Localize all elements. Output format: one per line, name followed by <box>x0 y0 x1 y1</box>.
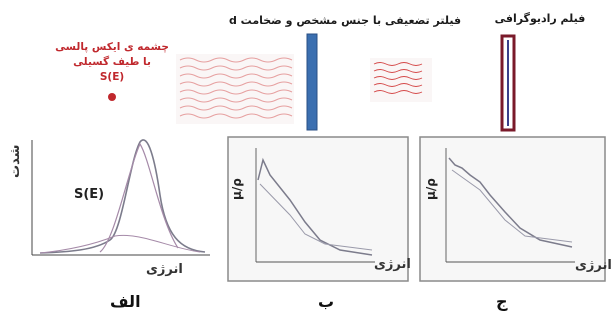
source-label-line-1: چشمه ی ایکس پالسی <box>55 41 169 53</box>
panel-b-curve-2 <box>259 183 373 251</box>
film-emulsion <box>507 40 509 126</box>
panel-a-curve-label: S(E) <box>74 187 105 202</box>
source-label-line-2: با طیف گسیلی <box>73 56 151 68</box>
source-label-line-3: S(E) <box>99 71 125 83</box>
source-label: چشمه ی ایکس پالسی با طیف گسیلی S(E) <box>52 40 172 85</box>
panel-b-curve <box>257 157 373 256</box>
panel-c-ylabel: μ/ρ <box>424 178 438 200</box>
incident-beam <box>179 57 293 119</box>
panel-b-xlabel: انرژی <box>374 257 411 272</box>
panel-b-plot <box>255 148 375 263</box>
panel-b-box <box>227 136 409 282</box>
spectrum-peak-component <box>99 142 179 253</box>
panel-a-xlabel: انرژی <box>146 262 183 277</box>
panel-a-ylabel: شدت <box>8 144 23 178</box>
attenuated-beam <box>373 62 423 94</box>
panel-c-curve-2 <box>451 169 573 243</box>
filter-label: فیلتر تضعیفی با جنس مشخص و ضخامت d <box>228 14 462 27</box>
panel-c-xlabel: انرژی <box>575 258 611 273</box>
panel-c-curve <box>448 157 573 248</box>
panel-c-plot <box>445 148 575 263</box>
panel-a-letter: الف <box>110 292 141 311</box>
panel-a-plot <box>31 139 210 256</box>
panel-c-letter: ج <box>496 292 508 311</box>
beam-glow <box>176 54 294 124</box>
spectrum-continuum-component <box>39 234 201 254</box>
attenuated-beam-glow <box>370 58 432 102</box>
film-label: فیلم رادیوگرافی <box>494 12 586 25</box>
panel-b-ylabel: μ/ρ <box>230 178 244 200</box>
spectrum-curve <box>39 139 206 254</box>
filter-plate <box>306 33 318 131</box>
panel-b-letter: ب <box>318 292 335 311</box>
xray-source-dot <box>108 93 116 101</box>
